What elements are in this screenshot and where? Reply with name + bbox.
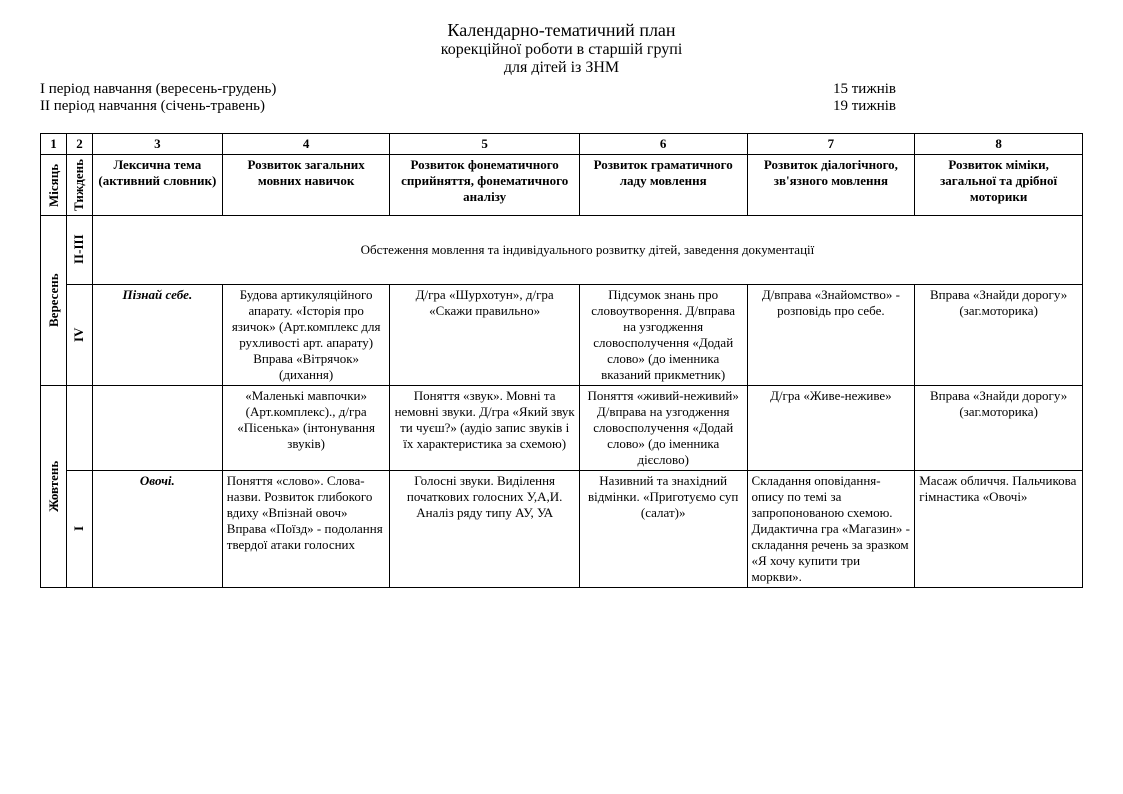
cell: «Маленькі мавпочки» (Арт.комплекс)., д/г… [222, 385, 390, 470]
week-cell: ІІ-ІІІ [66, 215, 92, 284]
title-sub-1: корекційної роботи в старшій групі [40, 41, 1083, 59]
period-row: І період навчання (вересень-грудень) 15 … [40, 81, 1083, 98]
header-col6: Розвиток граматичного ладу мовлення [579, 155, 747, 216]
header-topic: Лексична тема (активний словник) [92, 155, 222, 216]
plan-table: 1 2 3 4 5 6 7 8 Місяць Тиждень Лексична … [40, 133, 1083, 588]
cell: Масаж обличчя. Пальчикова гімнастика «Ов… [915, 470, 1083, 587]
topic-cell: Овочі. [92, 470, 222, 587]
col-num: 7 [747, 134, 915, 155]
week-cell: І [66, 470, 92, 587]
col-num: 5 [390, 134, 579, 155]
table-row: І Овочі. Поняття «слово». Слова-назви. Р… [41, 470, 1083, 587]
header-col4: Розвиток загальних мовних навичок [222, 155, 390, 216]
title-sub-2: для дітей із ЗНМ [40, 59, 1083, 77]
topic-cell: Пізнай себе. [92, 284, 222, 385]
period-weeks: 19 тижнів [833, 98, 1083, 115]
cell: Будова артикуляційного апарату. «Історія… [222, 284, 390, 385]
header-month: Місяць [41, 155, 67, 216]
col-num: 1 [41, 134, 67, 155]
cell: Підсумок знань про словоутворення. Д/впр… [579, 284, 747, 385]
period-label: І період навчання (вересень-грудень) [40, 81, 833, 98]
period-label: ІІ період навчання (січень-травень) [40, 98, 833, 115]
title-block: Календарно-тематичний план корекційної р… [40, 20, 1083, 77]
cell: Поняття «живий-неживий» Д/вправа на узго… [579, 385, 747, 470]
week-cell: ІV [66, 284, 92, 385]
table-row-numbers: 1 2 3 4 5 6 7 8 [41, 134, 1083, 155]
topic-cell [92, 385, 222, 470]
period-row: ІІ період навчання (січень-травень) 19 т… [40, 98, 1083, 115]
cell: Поняття «звук». Мовні та немовні звуки. … [390, 385, 579, 470]
week-cell [66, 385, 92, 470]
title-main: Календарно-тематичний план [40, 20, 1083, 41]
survey-cell: Обстеження мовлення та індивідуального р… [92, 215, 1082, 284]
col-num: 6 [579, 134, 747, 155]
col-num: 2 [66, 134, 92, 155]
table-row-survey: Вересень ІІ-ІІІ Обстеження мовлення та і… [41, 215, 1083, 284]
header-col5: Розвиток фонематичного сприйняття, фонем… [390, 155, 579, 216]
table-row: ІV Пізнай себе. Будова артикуляційного а… [41, 284, 1083, 385]
col-num: 8 [915, 134, 1083, 155]
header-week: Тиждень [66, 155, 92, 216]
col-num: 3 [92, 134, 222, 155]
cell: Голосні звуки. Виділення початкових голо… [390, 470, 579, 587]
cell: Поняття «слово». Слова-назви. Розвиток г… [222, 470, 390, 587]
col-num: 4 [222, 134, 390, 155]
cell: Д/вправа «Знайомство» - розповідь про се… [747, 284, 915, 385]
month-cell: Вересень [41, 215, 67, 385]
header-col7: Розвиток діалогічного, зв'язного мовленн… [747, 155, 915, 216]
cell: Вправа «Знайди дорогу» (заг.моторика) [915, 385, 1083, 470]
cell: Вправа «Знайди дорогу» (заг.моторика) [915, 284, 1083, 385]
cell: Д/гра «Шурхотун», д/гра «Скажи правильно… [390, 284, 579, 385]
cell: Д/гра «Живе-неживе» [747, 385, 915, 470]
cell: Називний та знахідний відмінки. «Приготу… [579, 470, 747, 587]
table-row-headers: Місяць Тиждень Лексична тема (активний с… [41, 155, 1083, 216]
cell: Складання оповідання-опису по темі за за… [747, 470, 915, 587]
header-col8: Розвиток міміки, загальної та дрібної мо… [915, 155, 1083, 216]
period-weeks: 15 тижнів [833, 81, 1083, 98]
month-cell: Жовтень [41, 385, 67, 587]
periods-block: І період навчання (вересень-грудень) 15 … [40, 81, 1083, 115]
table-row: Жовтень «Маленькі мавпочки» (Арт.комплек… [41, 385, 1083, 470]
